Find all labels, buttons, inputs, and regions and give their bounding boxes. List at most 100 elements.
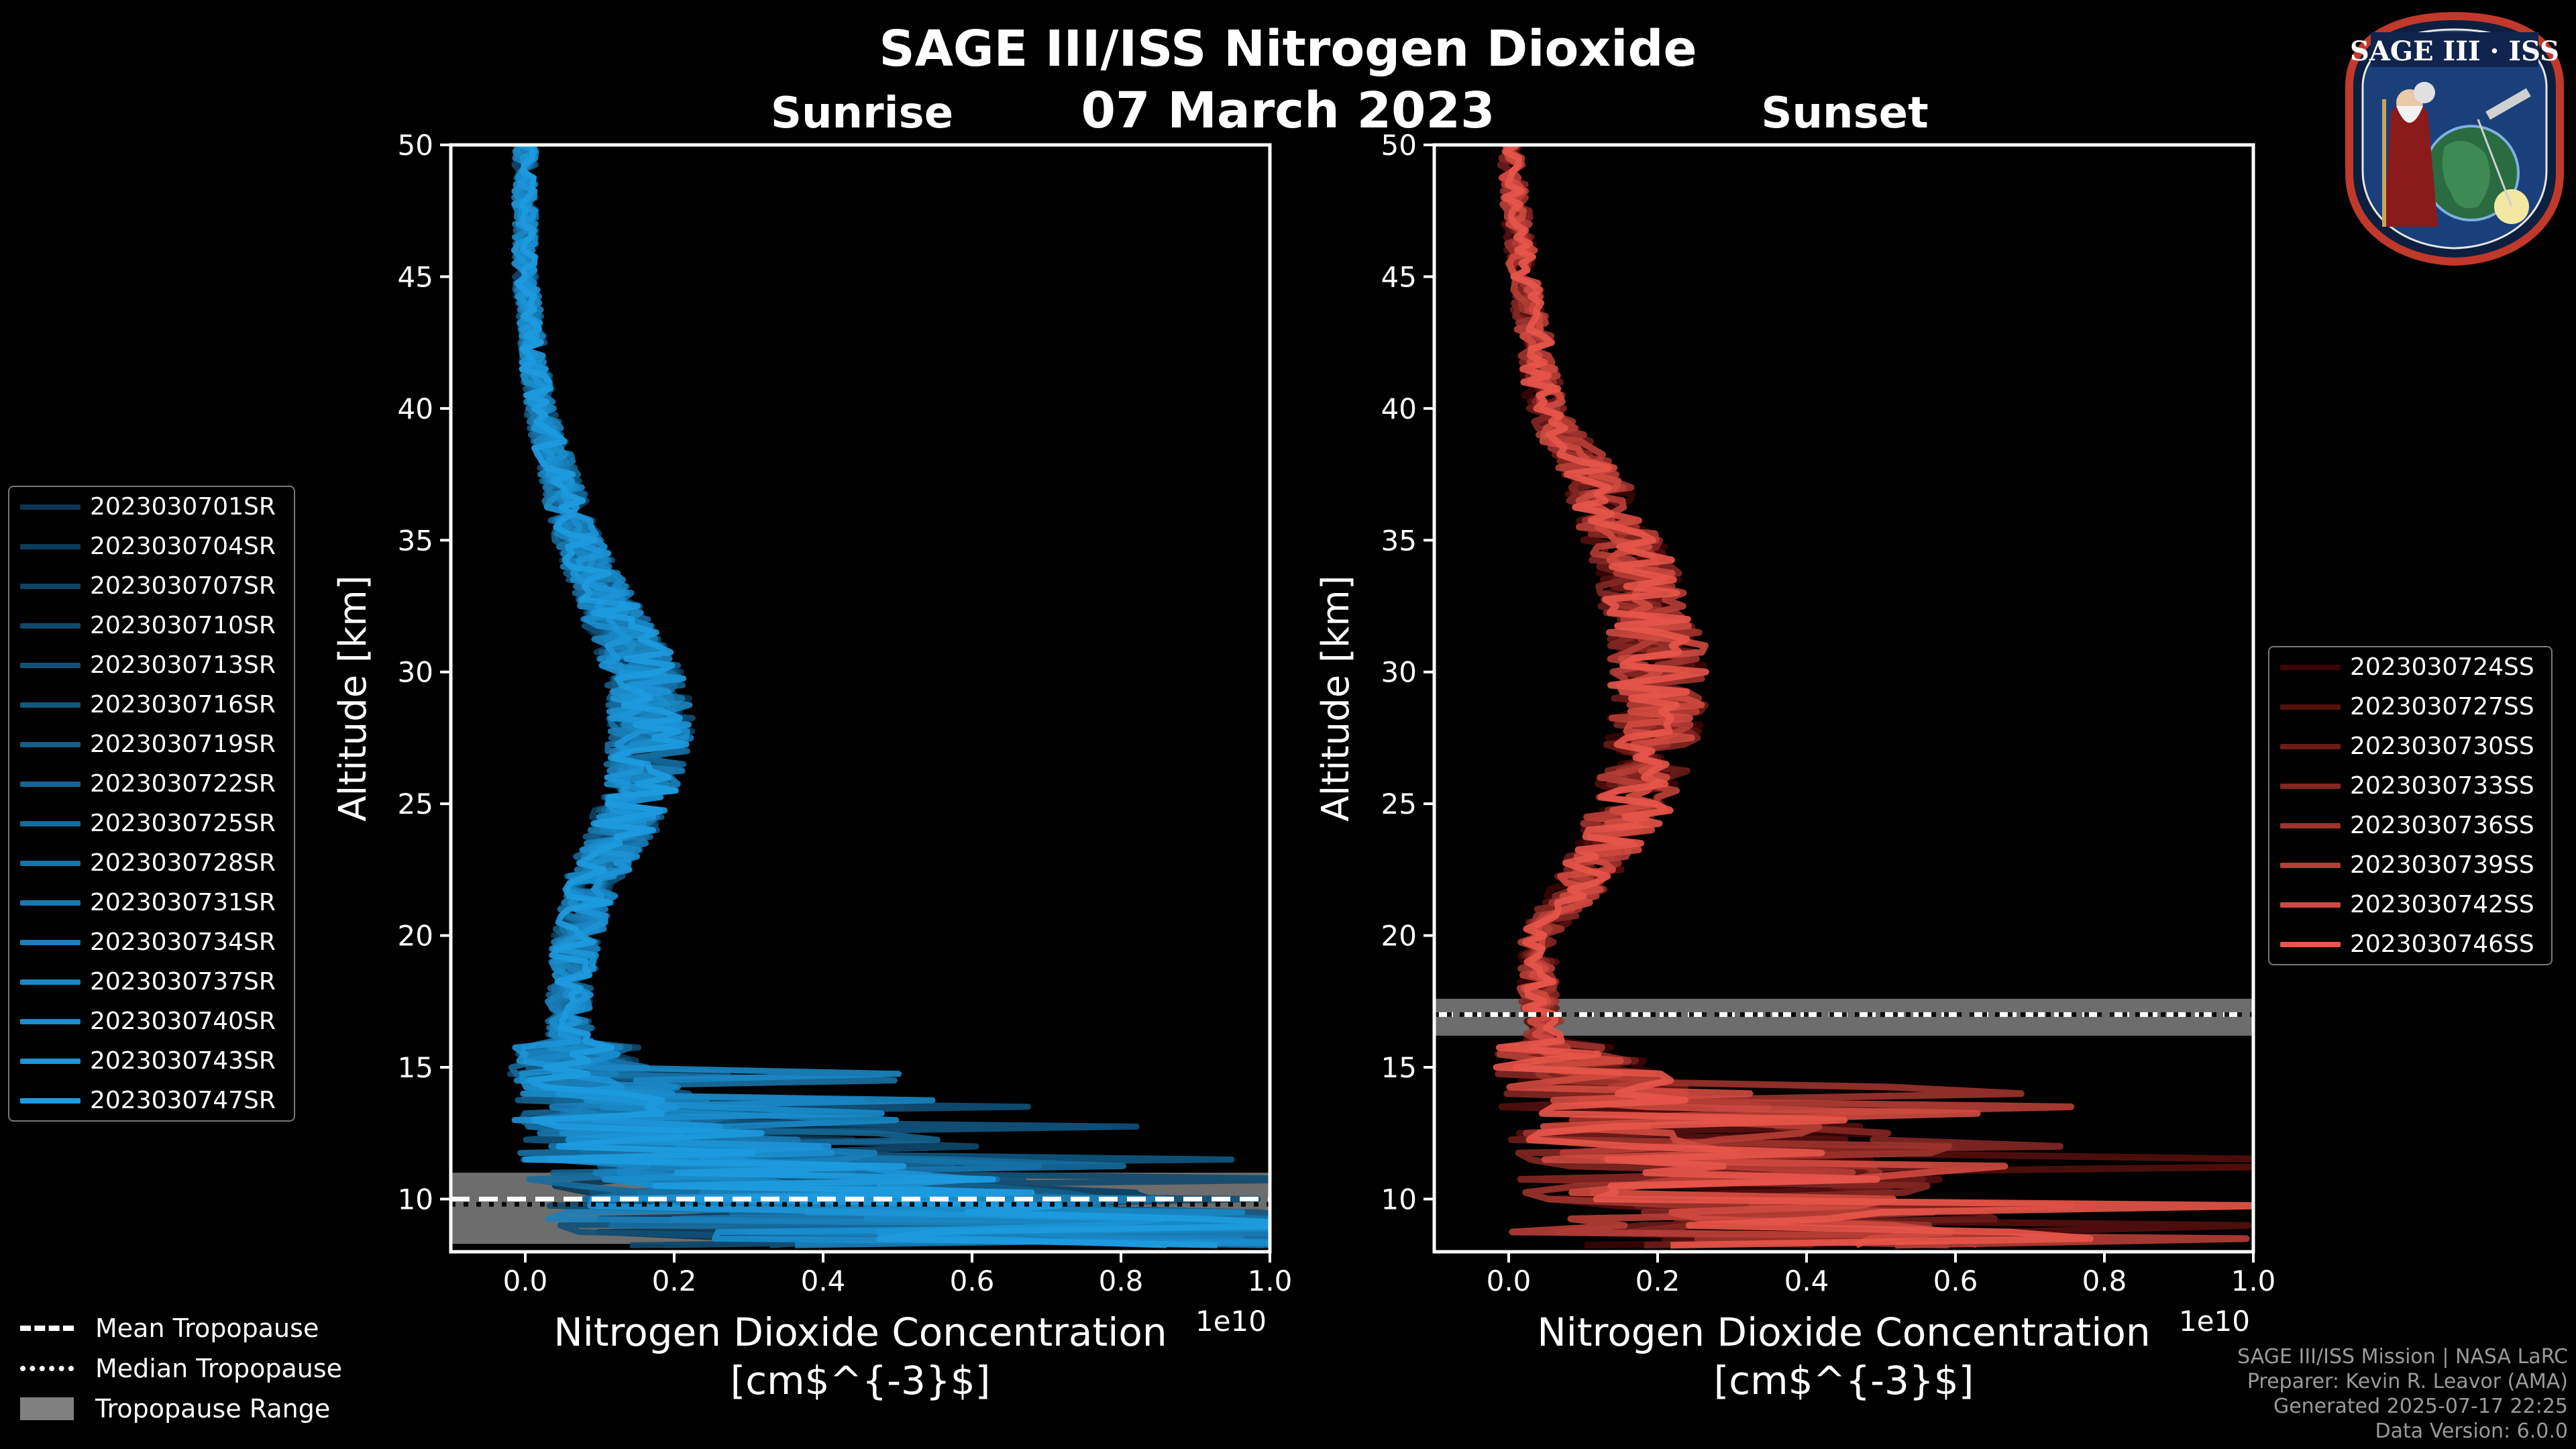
y-axis-label: Altitude [km] xyxy=(331,575,375,821)
y-tick-label: 20 xyxy=(1381,920,1417,953)
sunset-legend: 2023030724SS 2023030727SS 2023030730SS 2023… xyxy=(2268,646,2553,965)
legend-entry: 2023030731SR xyxy=(9,883,294,922)
y-tick-label: 30 xyxy=(1381,656,1417,689)
median-tropopause-label: Median Tropopause xyxy=(95,1354,342,1383)
legend-swatch xyxy=(20,1018,80,1024)
legend-swatch xyxy=(2280,902,2341,908)
y-tick-label: 45 xyxy=(1381,260,1417,293)
legend-entry: 2023030739SS xyxy=(2269,845,2551,885)
legend-label: 2023030704SR xyxy=(90,533,276,560)
credit-line-generated: Generated 2025-07-17 22:25 xyxy=(2273,1395,2568,1418)
legend-entry: 2023030740SR xyxy=(9,1002,294,1041)
credit-line-preparer: Preparer: Kevin R. Leavor (AMA) xyxy=(2247,1370,2568,1393)
legend-entry: 2023030743SR xyxy=(9,1041,294,1081)
x-scale-label: 1e10 xyxy=(2179,1305,2250,1338)
legend-entry: 2023030742SS xyxy=(2269,885,2551,924)
legend-label: 2023030710SR xyxy=(90,612,276,639)
y-tick-label: 15 xyxy=(398,1051,433,1084)
legend-label: 2023030739SS xyxy=(2350,851,2534,879)
legend-label: 2023030707SR xyxy=(90,572,276,600)
legend-entry: 2023030713SR xyxy=(9,645,294,685)
sunrise-plot: 10 15 20 25 30 35 40 45 50 0.0 0.2 0.4 0.6 0.8 1.0 1e10… xyxy=(331,129,1293,1403)
legend-swatch xyxy=(2280,941,2341,947)
legend-label: 2023030736SS xyxy=(2350,812,2534,839)
legend-label: 2023030733SS xyxy=(2350,772,2534,800)
legend-label: 2023030747SR xyxy=(90,1087,276,1114)
legend-label: 2023030746SS xyxy=(2350,930,2534,958)
sunset-plot: 10 15 20 25 30 35 40 45 50 0.0 0.2 0.4 0.6 0.8 1.0 1e10… xyxy=(1314,129,2276,1403)
legend-entry: 2023030728SR xyxy=(9,843,294,883)
x-tick-label: 0.4 xyxy=(801,1265,846,1297)
gray-box-icon xyxy=(20,1397,74,1420)
legend-swatch xyxy=(20,860,80,866)
legend-entry: 2023030722SR xyxy=(9,764,294,804)
y-tick-label: 35 xyxy=(1381,524,1417,557)
sunrise-legend: 2023030701SR 2023030704SR 2023030707SR 2023… xyxy=(8,486,295,1122)
legend-label: 2023030713SR xyxy=(90,651,276,679)
legend-label: 2023030716SR xyxy=(90,691,276,718)
y-tick-label: 10 xyxy=(398,1183,433,1216)
legend-label: 2023030724SS xyxy=(2350,653,2534,681)
dashed-line-icon xyxy=(20,1326,74,1331)
plot-frame xyxy=(1432,143,2255,1254)
sage-iii-iss-logo: SAGE III · ISS xyxy=(2345,12,2564,266)
x-tick-label: 0.4 xyxy=(1784,1265,1829,1297)
credits: SAGE III/ISS Mission | NASA LaRC Prepare… xyxy=(2237,1344,2568,1444)
x-axis-unit: [cm$^{-3}$] xyxy=(731,1358,991,1403)
credit-line-mission: SAGE III/ISS Mission | NASA LaRC xyxy=(2237,1345,2568,1368)
legend-entry: 2023030727SS xyxy=(2269,687,2551,727)
x-tick-label: 0.0 xyxy=(503,1265,548,1297)
tropopause-legend: Mean Tropopause Median Tropopause Tropop… xyxy=(20,1308,342,1429)
y-tick-label: 40 xyxy=(398,392,433,425)
x-tick-label: 0.6 xyxy=(1933,1265,1978,1297)
legend-swatch xyxy=(2280,664,2341,670)
legend-entry: 2023030730SS xyxy=(2269,727,2551,766)
legend-swatch xyxy=(20,1058,80,1064)
legend-swatch xyxy=(2280,862,2341,868)
x-tick-label: 1.0 xyxy=(2231,1265,2276,1297)
legend-swatch xyxy=(20,702,80,708)
legend-label: 2023030734SR xyxy=(90,928,276,956)
legend-swatch xyxy=(20,1097,80,1104)
legend-label: 2023030743SR xyxy=(90,1047,276,1075)
y-tick-label: 35 xyxy=(398,524,433,557)
x-tick-label: 1.0 xyxy=(1248,1265,1293,1297)
y-tick-label: 25 xyxy=(398,788,433,820)
y-tick-label: 15 xyxy=(1381,1051,1417,1084)
x-axis-unit: [cm$^{-3}$] xyxy=(1714,1358,1974,1403)
sunrise-panel-title: Sunrise xyxy=(770,89,954,138)
logo-text: SAGE III · ISS xyxy=(2350,36,2559,67)
credit-line-version: Data Version: 6.0.0 xyxy=(2375,1419,2568,1443)
mean-tropopause-entry: Mean Tropopause xyxy=(20,1308,342,1348)
legend-entry: 2023030725SR xyxy=(9,804,294,843)
legend-entry: 2023030736SS xyxy=(2269,806,2551,845)
legend-entry: 2023030746SS xyxy=(2269,924,2551,964)
y-tick-label: 40 xyxy=(1381,392,1417,425)
legend-label: 2023030722SR xyxy=(90,770,276,798)
y-tick-label: 20 xyxy=(398,920,433,953)
legend-swatch xyxy=(20,820,80,826)
legend-entry: 2023030737SR xyxy=(9,962,294,1002)
sunset-panel-title: Sunset xyxy=(1761,89,1929,138)
chart-date: 07 March 2023 xyxy=(1081,82,1495,140)
x-tick-label: 0.8 xyxy=(2082,1265,2127,1297)
y-tick-label: 45 xyxy=(398,260,433,293)
legend-swatch xyxy=(20,583,80,589)
x-tick-label: 0.6 xyxy=(950,1265,995,1297)
x-tick-label: 0.8 xyxy=(1099,1265,1144,1297)
dotted-line-icon xyxy=(20,1366,74,1371)
legend-swatch xyxy=(20,939,80,945)
legend-swatch xyxy=(20,543,80,549)
legend-label: 2023030740SR xyxy=(90,1008,276,1035)
legend-entry: 2023030716SR xyxy=(9,685,294,724)
legend-label: 2023030701SR xyxy=(90,493,276,521)
x-axis-label: Nitrogen Dioxide Concentration xyxy=(553,1309,1167,1355)
legend-entry: 2023030701SR xyxy=(9,487,294,527)
y-tick-label: 30 xyxy=(398,656,433,689)
x-axis-label: Nitrogen Dioxide Concentration xyxy=(1537,1309,2150,1355)
y-tick-label: 50 xyxy=(398,129,433,162)
legend-swatch xyxy=(2280,704,2341,710)
legend-swatch xyxy=(20,979,80,985)
legend-swatch xyxy=(20,781,80,787)
